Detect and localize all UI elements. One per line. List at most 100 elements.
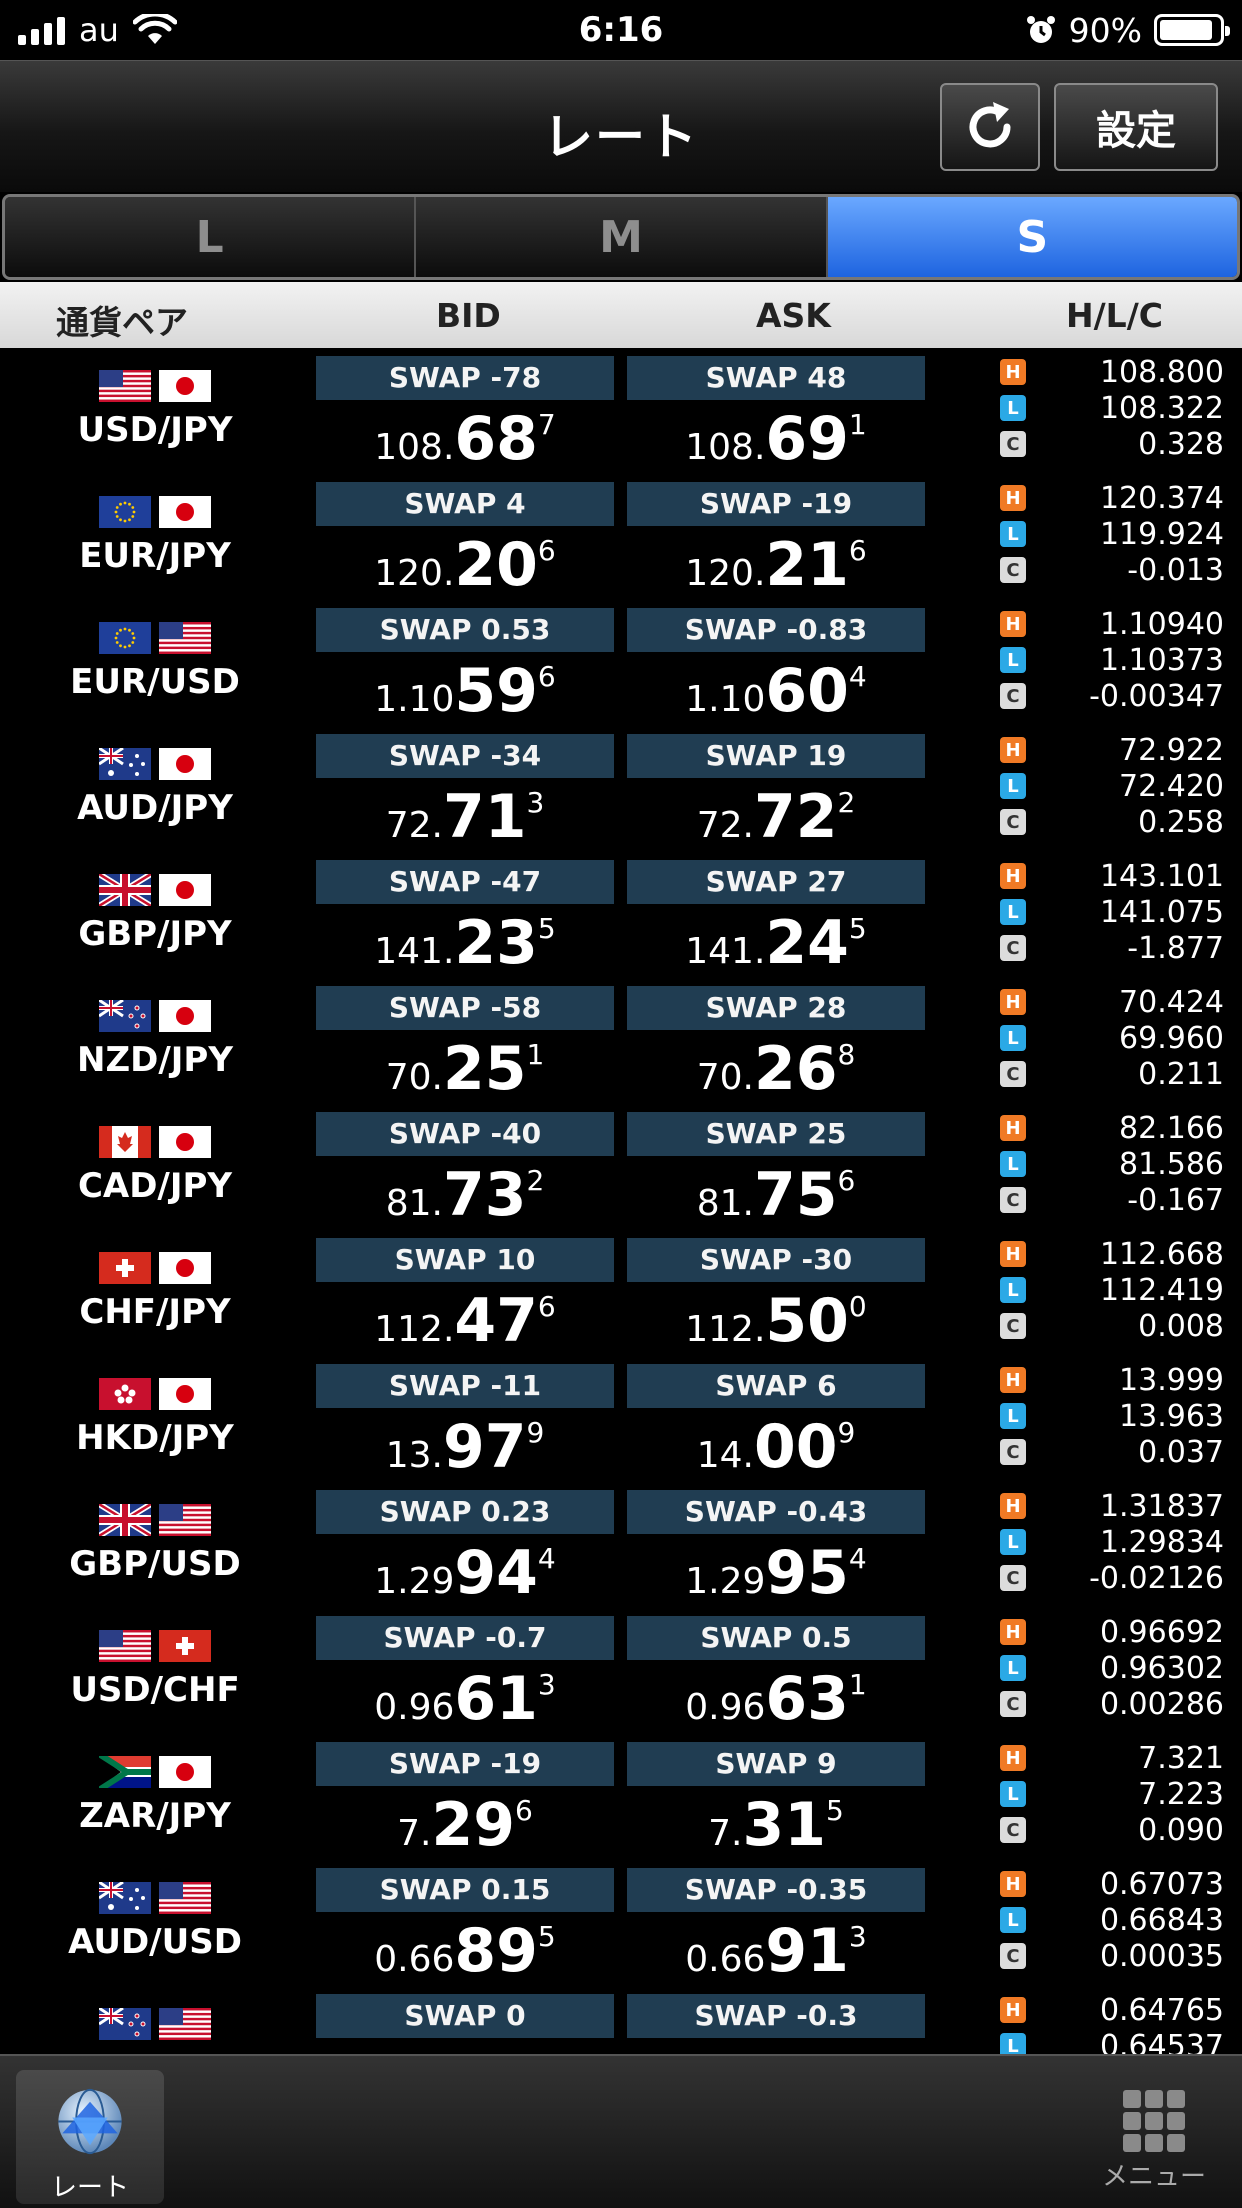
bid-quote[interactable]: SWAP 0: [316, 1994, 614, 2054]
rate-row[interactable]: GBP/USD SWAP 0.23 1.29944 SWAP -0.43 1.29954…: [0, 1482, 1242, 1609]
carrier-name: au: [79, 11, 119, 49]
h-value: 0.64765: [1099, 1992, 1224, 2028]
flag-jp-icon: [159, 1252, 211, 1284]
bid-quote[interactable]: SWAP -58 70.251: [316, 986, 614, 1104]
flag-jp-icon: [159, 1000, 211, 1032]
ask-quote[interactable]: SWAP 48 108.691: [627, 356, 925, 474]
h-value: 7.321: [1138, 1740, 1224, 1776]
rate-row[interactable]: NZD/JPY SWAP -58 70.251 SWAP 28 70.268 H 70.42…: [0, 978, 1242, 1105]
ask-quote[interactable]: SWAP 27 141.245: [627, 860, 925, 978]
flag-au-icon: [99, 748, 151, 780]
currency-pair[interactable]: [0, 1986, 310, 2054]
l-badge: L: [1000, 1151, 1026, 1177]
bid-quote[interactable]: SWAP -40 81.732: [316, 1112, 614, 1230]
bid-price-pip: 5: [537, 912, 556, 945]
currency-pair[interactable]: USD/JPY: [0, 348, 310, 474]
rate-row[interactable]: EUR/USD SWAP 0.53 1.10596 SWAP -0.83 1.10604…: [0, 600, 1242, 727]
ask-quote[interactable]: SWAP 19 72.722: [627, 734, 925, 852]
ask-quote[interactable]: SWAP -0.43 1.29954: [627, 1490, 925, 1608]
rate-list[interactable]: USD/JPY SWAP -78 108.687 SWAP 48 108.691 H 108…: [0, 348, 1242, 2054]
tab-rate-label: レート: [50, 2173, 129, 2203]
bid-quote[interactable]: SWAP 0.15 0.66895: [316, 1868, 614, 1986]
currency-pair[interactable]: HKD/JPY: [0, 1356, 310, 1482]
settings-button[interactable]: 設定: [1054, 83, 1218, 171]
rate-row[interactable]: USD/JPY SWAP -78 108.687 SWAP 48 108.691 H 108…: [0, 348, 1242, 475]
bid-price-pip: 6: [537, 660, 556, 693]
h-badge: H: [1000, 1745, 1026, 1771]
ask-quote[interactable]: SWAP 28 70.268: [627, 986, 925, 1104]
ask-quote[interactable]: SWAP 25 81.756: [627, 1112, 925, 1230]
bid-quote[interactable]: SWAP 10 112.476: [316, 1238, 614, 1356]
ask-quote[interactable]: SWAP -30 112.500: [627, 1238, 925, 1356]
status-time: 6:16: [578, 10, 664, 50]
ask-quote[interactable]: SWAP 0.5 0.96631: [627, 1616, 925, 1734]
tab-rate[interactable]: レート: [16, 2070, 164, 2204]
bid-quote[interactable]: SWAP -34 72.713: [316, 734, 614, 852]
ask-quote[interactable]: SWAP 9 7.315: [627, 1742, 925, 1860]
flag-jp-icon: [159, 1378, 211, 1410]
bid-quote[interactable]: SWAP -78 108.687: [316, 356, 614, 474]
pair-name: AUD/USD: [68, 1922, 242, 1962]
ask-quote[interactable]: SWAP -19 120.216: [627, 482, 925, 600]
l-badge: L: [1000, 647, 1026, 673]
currency-pair[interactable]: ZAR/JPY: [0, 1734, 310, 1860]
bid-quote[interactable]: SWAP -47 141.235: [316, 860, 614, 978]
rate-row[interactable]: ZAR/JPY SWAP -19 7.296 SWAP 9 7.315 H 7.321 L 7.…: [0, 1734, 1242, 1861]
currency-pair[interactable]: NZD/JPY: [0, 978, 310, 1104]
ask-price: 120.216: [627, 530, 925, 600]
bid-swap: SWAP -58: [316, 986, 614, 1030]
c-value: 0.090: [1138, 1812, 1224, 1848]
segment-l[interactable]: L: [5, 197, 417, 277]
currency-pair[interactable]: AUD/JPY: [0, 726, 310, 852]
currency-pair[interactable]: AUD/USD: [0, 1860, 310, 1986]
flag-jp-icon: [159, 748, 211, 780]
currency-pair[interactable]: GBP/JPY: [0, 852, 310, 978]
hlc-values: H 13.999 L 13.963 C 0.037: [1000, 1362, 1232, 1470]
bid-price: 0.96613: [316, 1664, 614, 1734]
rate-row[interactable]: GBP/JPY SWAP -47 141.235 SWAP 27 141.245 H 143…: [0, 852, 1242, 979]
rate-row[interactable]: HKD/JPY SWAP -11 13.979 SWAP 6 14.009 H 13.999…: [0, 1356, 1242, 1483]
wifi-icon: [132, 14, 177, 44]
h-value: 82.166: [1119, 1110, 1224, 1146]
ask-price: 81.756: [627, 1160, 925, 1230]
currency-pair[interactable]: CHF/JPY: [0, 1230, 310, 1356]
ask-price: 0.96631: [627, 1664, 925, 1734]
currency-pair[interactable]: USD/CHF: [0, 1608, 310, 1734]
refresh-button[interactable]: [940, 83, 1040, 171]
rate-row[interactable]: CHF/JPY SWAP 10 112.476 SWAP -30 112.500 H 112…: [0, 1230, 1242, 1357]
column-header: 通貨ペア BID ASK H/L/C: [0, 282, 1242, 348]
currency-pair[interactable]: CAD/JPY: [0, 1104, 310, 1230]
bid-quote[interactable]: SWAP 0.23 1.29944: [316, 1490, 614, 1608]
bid-price: 0.66895: [316, 1916, 614, 1986]
bid-quote[interactable]: SWAP 0.53 1.10596: [316, 608, 614, 726]
ask-quote[interactable]: SWAP -0.35 0.66913: [627, 1868, 925, 1986]
pair-name: EUR/JPY: [79, 536, 231, 576]
rate-row[interactable]: EUR/JPY SWAP 4 120.206 SWAP -19 120.216 H 120.…: [0, 474, 1242, 601]
segment-m[interactable]: M: [416, 197, 828, 277]
hlc-values: H 1.31837 L 1.29834 C -0.02126: [1000, 1488, 1232, 1596]
bid-quote[interactable]: SWAP -19 7.296: [316, 1742, 614, 1860]
bid-price-pip: 4: [537, 1542, 556, 1575]
tab-menu[interactable]: メニュー: [1080, 2070, 1228, 2204]
segment-s[interactable]: S: [827, 197, 1237, 277]
bid-price-big: 89: [454, 1916, 538, 1986]
rate-row[interactable]: AUD/USD SWAP 0.15 0.66895 SWAP -0.35 0.66913…: [0, 1860, 1242, 1987]
currency-pair[interactable]: EUR/JPY: [0, 474, 310, 600]
bid-quote[interactable]: SWAP 4 120.206: [316, 482, 614, 600]
ask-quote[interactable]: SWAP -0.83 1.10604: [627, 608, 925, 726]
currency-pair[interactable]: EUR/USD: [0, 600, 310, 726]
ask-quote[interactable]: SWAP 6 14.009: [627, 1364, 925, 1482]
rate-row[interactable]: CAD/JPY SWAP -40 81.732 SWAP 25 81.756 H 82.16…: [0, 1104, 1242, 1231]
ask-quote[interactable]: SWAP -0.3: [627, 1994, 925, 2054]
bid-swap: SWAP -78: [316, 356, 614, 400]
bid-price-lead: 120.: [374, 553, 455, 594]
bid-quote[interactable]: SWAP -0.7 0.96613: [316, 1616, 614, 1734]
currency-pair[interactable]: GBP/USD: [0, 1482, 310, 1608]
h-value: 72.922: [1119, 732, 1224, 768]
rate-row[interactable]: AUD/JPY SWAP -34 72.713 SWAP 19 72.722 H 72.92…: [0, 726, 1242, 853]
h-badge: H: [1000, 1241, 1026, 1267]
bid-swap: SWAP -19: [316, 1742, 614, 1786]
bid-quote[interactable]: SWAP -11 13.979: [316, 1364, 614, 1482]
rate-row[interactable]: USD/CHF SWAP -0.7 0.96613 SWAP 0.5 0.96631 H 0…: [0, 1608, 1242, 1735]
